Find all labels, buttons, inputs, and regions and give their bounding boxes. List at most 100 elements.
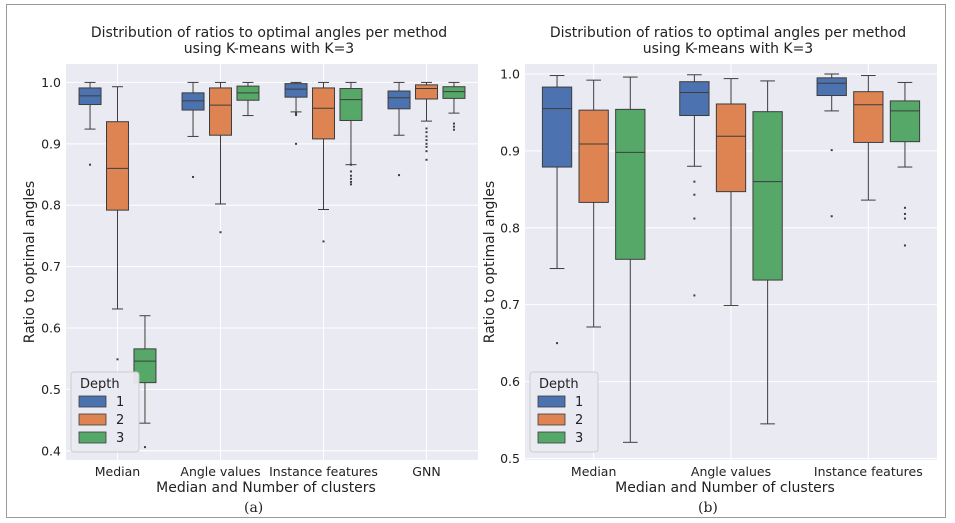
box-iqr <box>853 91 884 143</box>
flier-point <box>349 163 352 166</box>
x-tick-label: Median <box>571 464 616 479</box>
y-tick-label: 0.5 <box>500 451 520 466</box>
flier-point <box>349 183 352 186</box>
x-tick-label: Median <box>95 464 140 479</box>
flier-point <box>425 158 428 161</box>
caption-a: (a) <box>244 500 264 516</box>
box-depth-2-gnn <box>415 81 438 161</box>
box-depth-2-median <box>578 79 609 328</box>
box-depth-3-median <box>133 315 157 449</box>
box-iqr <box>615 108 646 260</box>
y-tick-label: 0.6 <box>41 321 61 336</box>
box-iqr <box>816 77 847 97</box>
box-depth-2-angle-values <box>715 78 747 306</box>
y-tick-label: 0.5 <box>41 382 61 397</box>
flier-point <box>398 174 401 177</box>
y-tick-label: 0.7 <box>41 259 61 274</box>
legend-label: 2 <box>116 413 124 428</box>
flier-point <box>349 180 352 183</box>
box-depth-1-median <box>78 81 102 166</box>
x-tick-label: Instance features <box>814 464 923 479</box>
legend-label: 3 <box>575 431 583 446</box>
chart-subtitle: using K-means with K=3 <box>643 41 813 57</box>
legend-swatch <box>537 395 566 408</box>
legend: Depth 1 2 3 <box>529 371 599 453</box>
flier-point <box>425 142 428 145</box>
flier-point <box>89 163 92 166</box>
y-tick-label: 0.8 <box>41 198 61 213</box>
box-iqr <box>679 81 710 117</box>
flier-point <box>219 231 222 234</box>
chart-subtitle: using K-means with K=3 <box>184 41 354 57</box>
flier-point <box>349 170 352 173</box>
flier-point <box>349 174 352 177</box>
flier-point <box>143 446 146 449</box>
y-tick-label: 0.4 <box>41 443 61 458</box>
box-iqr <box>181 92 205 111</box>
flier-point <box>322 240 325 243</box>
flier-point <box>295 113 298 116</box>
x-tick-label: Angle values <box>691 464 771 479</box>
flier-point <box>295 142 298 145</box>
legend-label: 1 <box>116 395 124 410</box>
box-depth-1-instance-features <box>284 81 308 145</box>
box-depth-2-angle-values <box>209 81 232 234</box>
legend-title: Depth <box>539 377 579 392</box>
box-iqr <box>133 348 157 384</box>
flier-point <box>693 180 696 183</box>
flier-point <box>116 358 119 361</box>
flier-point <box>693 217 696 220</box>
legend-swatch <box>78 431 107 444</box>
box-depth-3-angle-values <box>236 81 260 117</box>
box-iqr <box>889 100 921 143</box>
x-tick-label: GNN <box>412 464 440 479</box>
y-tick-label: 0.8 <box>500 220 520 235</box>
box-depth-2-instance-features <box>312 81 335 243</box>
box-depth-3-median <box>615 76 646 443</box>
box-iqr <box>541 86 573 168</box>
flier-point <box>452 128 455 131</box>
x-axis-label: Median and Number of clusters <box>615 480 835 496</box>
box-iqr <box>752 111 783 281</box>
y-tick-label: 0.9 <box>500 143 520 158</box>
flier-point <box>452 125 455 128</box>
x-tick-label: Instance features <box>269 464 378 479</box>
y-tick-label: 0.6 <box>500 374 520 389</box>
flier-point <box>693 193 696 196</box>
flier-point <box>556 342 559 345</box>
legend-swatch <box>78 395 107 408</box>
box-iqr <box>578 109 609 203</box>
box-depth-1-angle-values <box>181 81 205 178</box>
flier-point <box>425 131 428 134</box>
caption-b: (b) <box>698 500 718 516</box>
legend-label: 3 <box>116 431 124 446</box>
box-iqr <box>284 83 308 98</box>
box-iqr <box>339 88 363 121</box>
flier-point <box>425 145 428 148</box>
box-iqr <box>442 86 466 99</box>
box-depth-1-instance-features <box>816 73 847 218</box>
y-tick-label: 0.9 <box>41 136 61 151</box>
legend-swatch <box>537 413 566 426</box>
y-axis-label: Ratio to optimal angles <box>482 181 498 343</box>
box-iqr <box>312 87 335 140</box>
legend-title: Depth <box>80 377 120 392</box>
chart-title: Distribution of ratios to optimal angles… <box>550 25 906 41</box>
box-depth-3-gnn <box>442 81 466 131</box>
box-depth-1-median <box>541 75 573 345</box>
flier-point <box>425 127 428 130</box>
y-axis-label: Ratio to optimal angles <box>22 181 38 343</box>
flier-point <box>903 212 906 215</box>
box-depth-1-angle-values <box>679 74 710 297</box>
box-depth-2-instance-features <box>853 75 884 201</box>
box-iqr <box>106 121 129 211</box>
legend: Depth 1 2 3 <box>70 371 140 453</box>
y-tick-label: 1.0 <box>500 66 520 81</box>
flier-point <box>349 177 352 180</box>
legend-label: 2 <box>575 413 583 428</box>
x-tick-label: Angle values <box>180 464 260 479</box>
box-depth-1-gnn <box>387 81 411 177</box>
flier-point <box>295 112 298 115</box>
